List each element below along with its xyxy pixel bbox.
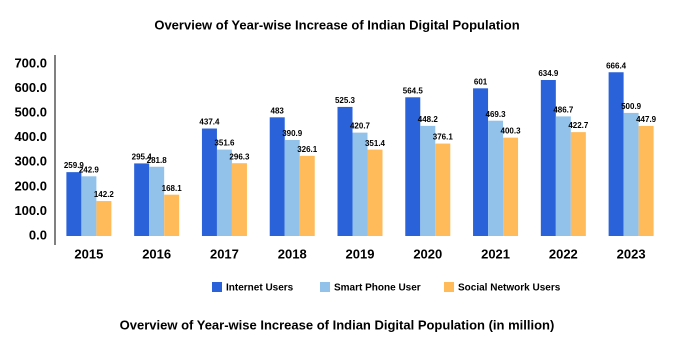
bar (81, 176, 97, 236)
data-label: 447.9 (636, 115, 657, 124)
legend-swatch (212, 282, 222, 292)
x-tick-label: 2022 (549, 246, 578, 261)
data-label: 500.9 (621, 102, 642, 111)
chart-title: Overview of Year-wise Increase of Indian… (154, 17, 519, 32)
y-tick-label: 300.0 (14, 154, 47, 169)
bar (164, 194, 180, 236)
y-tick-label: 600.0 (14, 80, 47, 95)
bar (66, 172, 82, 236)
bar (149, 166, 165, 236)
legend-label: Smart Phone User (334, 283, 421, 294)
bar (337, 106, 353, 236)
bar (269, 117, 285, 236)
bar (473, 88, 489, 236)
bar (299, 155, 315, 236)
bar (503, 137, 519, 236)
data-label: 326.1 (297, 145, 318, 154)
x-tick-label: 2023 (617, 246, 646, 261)
bar (352, 132, 368, 236)
bar (555, 116, 571, 236)
data-label: 259.9 (64, 161, 85, 170)
legend-swatch (320, 282, 330, 292)
y-tick-label: 500.0 (14, 105, 47, 120)
data-label: 390.9 (282, 129, 303, 138)
bar (638, 125, 654, 236)
data-label: 242.9 (79, 165, 100, 174)
bar (284, 139, 300, 236)
data-label: 281.8 (147, 156, 168, 165)
data-label: 420.7 (350, 122, 371, 131)
data-label: 400.3 (501, 127, 522, 136)
data-label: 525.3 (335, 96, 356, 105)
x-tick-label: 2018 (278, 246, 307, 261)
y-tick-label: 700.0 (14, 55, 47, 70)
bar (608, 72, 624, 236)
bar (540, 79, 556, 236)
data-label: 483 (271, 106, 285, 115)
legend-swatch (444, 282, 454, 292)
data-label: 448.2 (418, 115, 439, 124)
data-label: 601 (474, 77, 488, 86)
bar (134, 163, 150, 236)
data-label: 351.6 (214, 139, 235, 148)
legend-label: Social Network Users (458, 283, 561, 294)
data-label: 168.1 (162, 184, 183, 193)
data-label: 296.3 (229, 152, 250, 161)
data-label: 295.4 (132, 153, 153, 162)
y-tick-label: 100.0 (14, 203, 47, 218)
y-tick-label: 400.0 (14, 129, 47, 144)
x-tick-label: 2020 (413, 246, 442, 261)
data-label: 634.9 (538, 69, 559, 78)
bar (488, 120, 504, 236)
bar (623, 112, 639, 236)
data-label: 142.2 (94, 190, 115, 199)
data-label: 564.5 (403, 86, 424, 95)
bar (367, 149, 383, 236)
data-label: 351.4 (365, 139, 386, 148)
bar (405, 97, 421, 237)
data-label: 469.3 (486, 110, 507, 119)
data-label: 666.4 (606, 61, 627, 70)
x-tick-label: 2016 (142, 246, 171, 261)
data-label: 376.1 (433, 133, 454, 142)
bar (435, 143, 451, 236)
data-label: 422.7 (568, 121, 589, 130)
data-label: 437.4 (199, 118, 220, 127)
bar (570, 132, 586, 236)
data-label: 486.7 (553, 106, 574, 115)
bar (420, 125, 436, 236)
y-tick-label: 200.0 (14, 178, 47, 193)
x-tick-label: 2021 (481, 246, 510, 261)
x-tick-label: 2019 (346, 246, 375, 261)
bar (96, 201, 112, 236)
chart-caption: Overview of Year-wise Increase of Indian… (120, 317, 555, 332)
bar (216, 149, 232, 236)
bar (201, 128, 217, 236)
y-tick-label: 0.0 (29, 227, 47, 242)
legend-label: Internet Users (226, 283, 294, 294)
x-tick-label: 2017 (210, 246, 239, 261)
bar (231, 163, 247, 236)
x-tick-label: 2015 (74, 246, 103, 261)
